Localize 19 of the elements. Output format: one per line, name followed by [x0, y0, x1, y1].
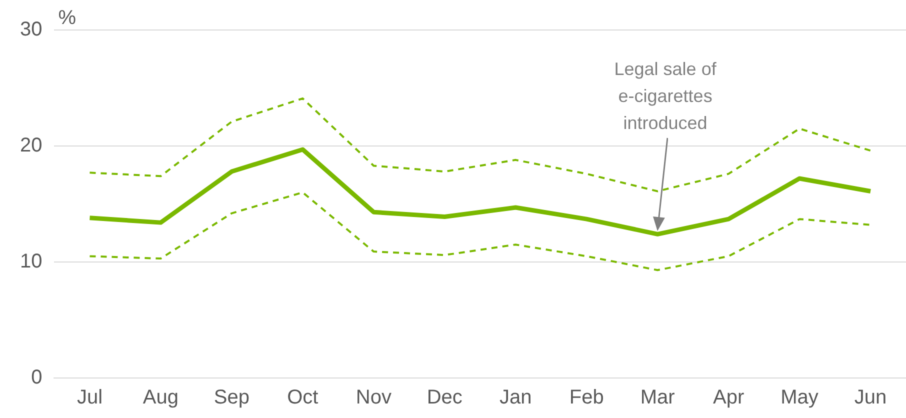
x-tick-label: Jun — [854, 386, 887, 409]
y-axis-title: % — [58, 7, 76, 29]
x-tick-label: Nov — [356, 386, 392, 409]
x-tick-label: Jan — [499, 386, 532, 409]
x-tick-label: Aug — [142, 386, 179, 409]
x-tick-label: Oct — [287, 386, 319, 409]
x-tick-label: Sep — [214, 386, 250, 409]
annotation: Legal sale of e-cigarettes introduced — [614, 59, 718, 134]
x-tick-label: May — [780, 386, 818, 409]
y-tick-label: 20 — [20, 134, 42, 157]
x-tick-label: Mar — [640, 386, 676, 409]
line-series — [88, 191, 872, 272]
x-tick-label: Jul — [76, 386, 103, 409]
x-tick-label: Dec — [426, 386, 462, 409]
y-tick-label: 0 — [31, 366, 42, 389]
y-tick-label: 10 — [20, 250, 42, 273]
x-tick-label: Feb — [569, 386, 604, 409]
x-tick-label: Apr — [712, 386, 744, 409]
y-tick-label: 30 — [20, 18, 42, 41]
